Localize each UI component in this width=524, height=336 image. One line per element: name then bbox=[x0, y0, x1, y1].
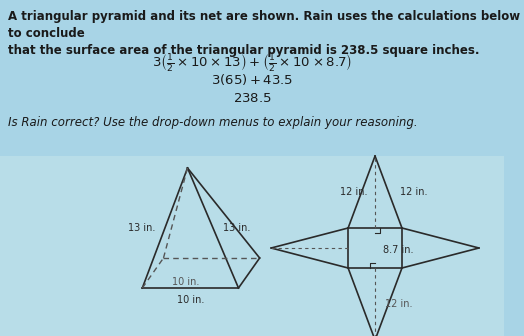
Text: 12 in.: 12 in. bbox=[340, 187, 368, 197]
Text: $3\left(65\right) + 43.5$: $3\left(65\right) + 43.5$ bbox=[211, 72, 293, 87]
Text: 10 in.: 10 in. bbox=[172, 277, 199, 287]
Text: 13 in.: 13 in. bbox=[223, 223, 250, 233]
Text: 13 in.: 13 in. bbox=[128, 223, 156, 233]
Text: Is Rain correct? Use the drop-down menus to explain your reasoning.: Is Rain correct? Use the drop-down menus… bbox=[8, 116, 417, 129]
Text: 8.7 in.: 8.7 in. bbox=[383, 245, 413, 255]
Text: $3\left(\frac{1}{2} \times 10 \times 13\right) + \left(\frac{1}{2} \times 10 \ti: $3\left(\frac{1}{2} \times 10 \times 13\… bbox=[152, 52, 352, 74]
FancyBboxPatch shape bbox=[0, 0, 504, 156]
Text: 12 in.: 12 in. bbox=[385, 299, 412, 309]
Text: $238.5$: $238.5$ bbox=[233, 92, 271, 105]
Text: 12 in.: 12 in. bbox=[400, 187, 427, 197]
Text: 10 in.: 10 in. bbox=[177, 295, 204, 305]
Text: A triangular pyramid and its net are shown. Rain uses the calculations below to : A triangular pyramid and its net are sho… bbox=[8, 10, 520, 57]
FancyBboxPatch shape bbox=[0, 156, 504, 336]
